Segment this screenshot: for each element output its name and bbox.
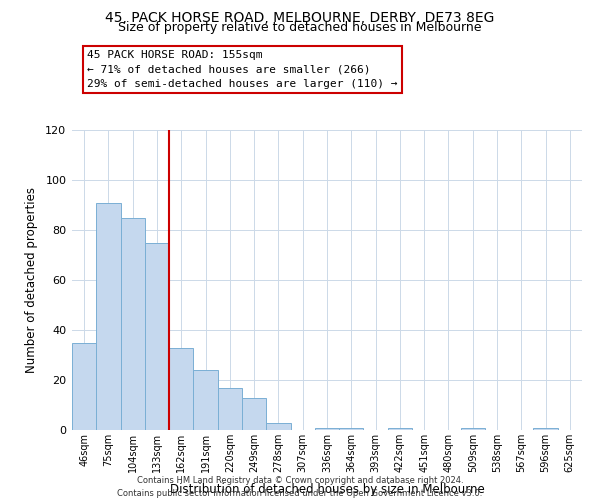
Bar [461, 428, 485, 430]
Bar [242, 398, 266, 430]
Bar [218, 388, 242, 430]
Bar [193, 370, 218, 430]
Bar [96, 202, 121, 430]
Bar [266, 422, 290, 430]
Y-axis label: Number of detached properties: Number of detached properties [25, 187, 38, 373]
Bar [339, 428, 364, 430]
Bar [121, 218, 145, 430]
Text: 45, PACK HORSE ROAD, MELBOURNE, DERBY, DE73 8EG: 45, PACK HORSE ROAD, MELBOURNE, DERBY, D… [106, 11, 494, 25]
Bar [145, 242, 169, 430]
Bar [315, 428, 339, 430]
Bar [533, 428, 558, 430]
Bar [72, 342, 96, 430]
Text: Size of property relative to detached houses in Melbourne: Size of property relative to detached ho… [118, 21, 482, 34]
Bar [388, 428, 412, 430]
Bar [169, 348, 193, 430]
Text: Contains HM Land Registry data © Crown copyright and database right 2024.
Contai: Contains HM Land Registry data © Crown c… [118, 476, 482, 498]
X-axis label: Distribution of detached houses by size in Melbourne: Distribution of detached houses by size … [170, 484, 484, 496]
Text: 45 PACK HORSE ROAD: 155sqm
← 71% of detached houses are smaller (266)
29% of sem: 45 PACK HORSE ROAD: 155sqm ← 71% of deta… [87, 50, 398, 89]
